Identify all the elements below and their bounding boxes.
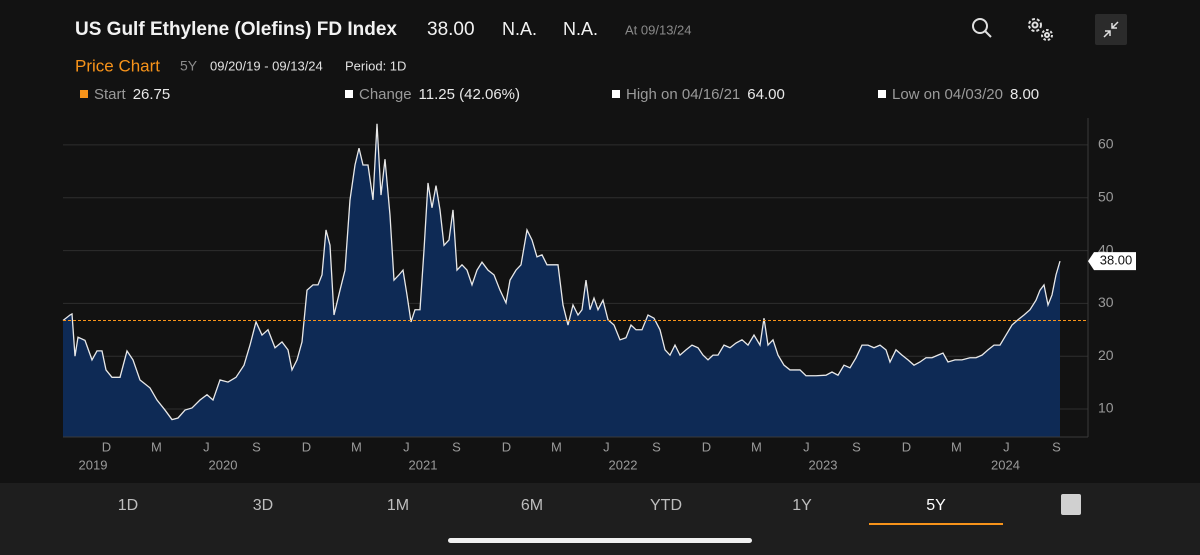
x-tick-label: J — [203, 439, 210, 454]
as-of: At 09/13/24 — [625, 22, 692, 37]
stat-label: Start — [94, 86, 127, 103]
x-tick-label: S — [652, 439, 661, 454]
stat-marker — [80, 90, 88, 98]
x-tick-label: M — [351, 439, 362, 454]
x-tick-label: S — [252, 439, 261, 454]
tab-bar — [0, 483, 1200, 555]
x-tick-label: D — [302, 439, 311, 454]
x-tick-label: S — [452, 439, 461, 454]
year-label: 2019 — [79, 457, 108, 472]
pct-change: N.A. — [563, 19, 598, 39]
x-tick-label: D — [102, 439, 111, 454]
y-tick-label: 10 — [1098, 400, 1114, 416]
home-indicator — [448, 538, 752, 543]
y-tick-label: 50 — [1098, 188, 1114, 204]
period: Period: 1D — [345, 58, 406, 73]
settings-icon[interactable] — [1028, 18, 1053, 41]
title: US Gulf Ethylene (Olefins) FD Index — [75, 19, 397, 40]
stat-value: 11.25 (42.06%) — [419, 86, 520, 103]
stat-label: Change — [359, 86, 412, 103]
x-tick-label: M — [951, 439, 962, 454]
x-tick-label: D — [502, 439, 511, 454]
x-tick-label: S — [1052, 439, 1061, 454]
area — [63, 123, 1060, 437]
collapse-button[interactable] — [1095, 14, 1127, 45]
x-tick-label: M — [151, 439, 162, 454]
change: N.A. — [502, 19, 537, 39]
stat-marker — [612, 90, 620, 98]
year-label: 2022 — [609, 457, 638, 472]
x-tick-label: S — [852, 439, 861, 454]
date-range: 09/20/19 - 09/13/24 — [210, 58, 323, 73]
tab-underline — [869, 523, 1003, 525]
x-tick-label: M — [551, 439, 562, 454]
stat-label: Low on 04/03/20 — [892, 86, 1003, 103]
y-tick-label: 20 — [1098, 347, 1114, 363]
tab[interactable]: 1D — [118, 497, 138, 514]
x-tick-label: J — [1003, 439, 1010, 454]
y-tick-label: 60 — [1098, 136, 1114, 152]
price-line — [62, 123, 1061, 421]
price-tag — [1088, 252, 1136, 271]
range: 5Y — [180, 58, 198, 74]
price-tag-label: 38.00 — [1100, 253, 1133, 268]
calendar-icon[interactable] — [1061, 494, 1081, 515]
x-tick-label: D — [702, 439, 711, 454]
x-tick-label: J — [803, 439, 810, 454]
section-title: Price Chart — [75, 56, 160, 75]
tab[interactable]: 1M — [387, 497, 409, 514]
stat-marker — [345, 90, 353, 98]
year-label: 2021 — [409, 457, 438, 472]
tab[interactable]: 3D — [253, 497, 273, 514]
year-label: 2020 — [209, 457, 238, 472]
stat-value: 8.00 — [1010, 86, 1039, 103]
year-label: 2024 — [991, 457, 1020, 472]
price: 38.00 — [427, 19, 475, 40]
tab[interactable]: 1Y — [792, 497, 812, 514]
x-tick-label: D — [902, 439, 911, 454]
stat-label: High on 04/16/21 — [626, 86, 740, 103]
stat-value: 64.00 — [747, 86, 785, 103]
year-label: 2023 — [809, 457, 838, 472]
x-tick-label: J — [603, 439, 610, 454]
tab[interactable]: 5Y — [926, 497, 946, 514]
stat-value: 26.75 — [133, 86, 171, 103]
tab[interactable]: 6M — [521, 497, 543, 514]
stat-marker — [878, 90, 886, 98]
x-tick-label: M — [751, 439, 762, 454]
x-tick-label: J — [403, 439, 410, 454]
tab[interactable]: YTD — [650, 497, 682, 514]
search-icon[interactable] — [972, 18, 992, 38]
y-tick-label: 30 — [1098, 294, 1114, 310]
